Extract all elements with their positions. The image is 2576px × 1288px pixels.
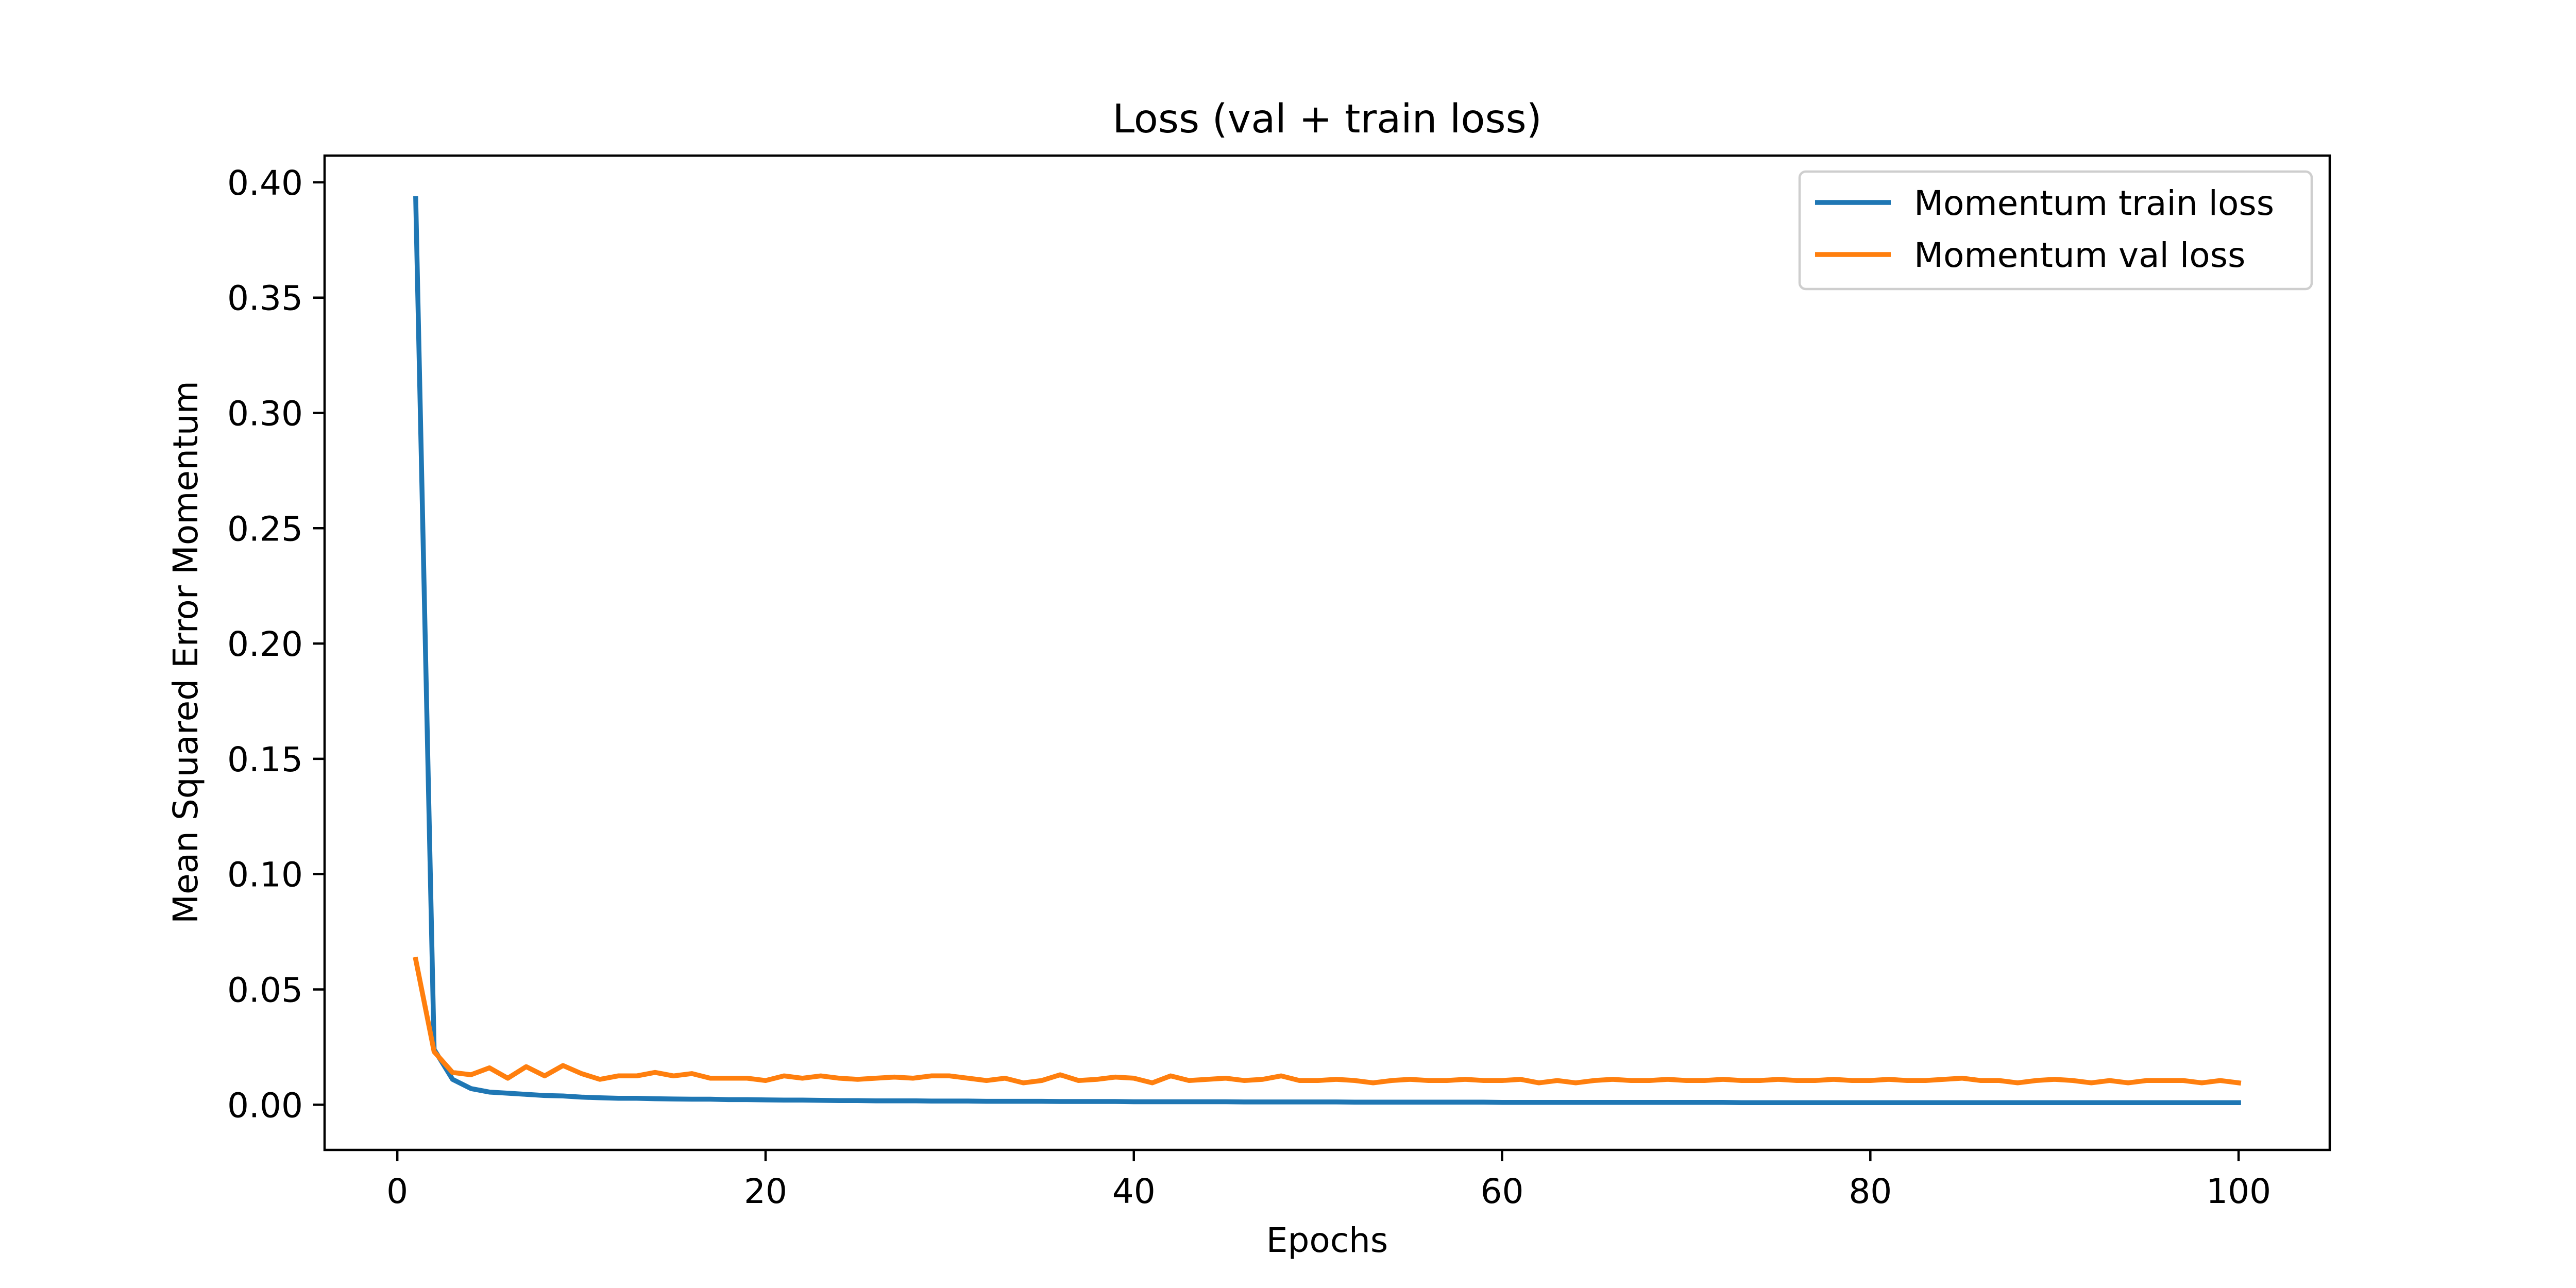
x-axis-label: Epochs: [1266, 1221, 1388, 1260]
y-axis-ticks: 0.00 0.05 0.10 0.15 0.20 0.25 0.30 0.35 0.40: [227, 163, 325, 1125]
y-tick-label: 0.25: [227, 509, 303, 549]
x-tick-label: 100: [2206, 1172, 2271, 1211]
legend-label-val: Momentum val loss: [1914, 235, 2245, 275]
y-axis-label: Mean Squared Error Momentum: [166, 381, 206, 924]
legend-label-train: Momentum train loss: [1914, 183, 2274, 223]
x-tick-label: 60: [1481, 1172, 1524, 1211]
y-tick-label: 0.20: [227, 624, 303, 664]
val-loss-line: [413, 956, 2242, 1086]
y-tick-label: 0.40: [227, 163, 303, 203]
legend: Momentum train loss Momentum val loss: [1798, 170, 2313, 291]
x-tick-label: 0: [386, 1172, 408, 1211]
y-tick-label: 0.30: [227, 394, 303, 434]
train-loss-line: [413, 196, 2241, 1105]
y-tick-label: 0.35: [227, 279, 303, 318]
y-tick-label: 0.05: [227, 970, 303, 1010]
y-tick-label: 0.10: [227, 855, 303, 895]
chart-title: Loss (val + train loss): [1112, 96, 1542, 142]
y-tick-label: 0.00: [227, 1086, 303, 1125]
legend-box: [1798, 170, 2313, 291]
series-layer: [413, 196, 2242, 1105]
x-tick-label: 80: [1849, 1172, 1892, 1211]
x-tick-label: 40: [1112, 1172, 1156, 1211]
x-tick-label: 20: [744, 1172, 787, 1211]
plot-area-frame: [323, 154, 2331, 1151]
y-tick-label: 0.15: [227, 740, 303, 779]
x-axis-ticks: 0 20 40 60 80 100: [386, 1150, 2271, 1211]
